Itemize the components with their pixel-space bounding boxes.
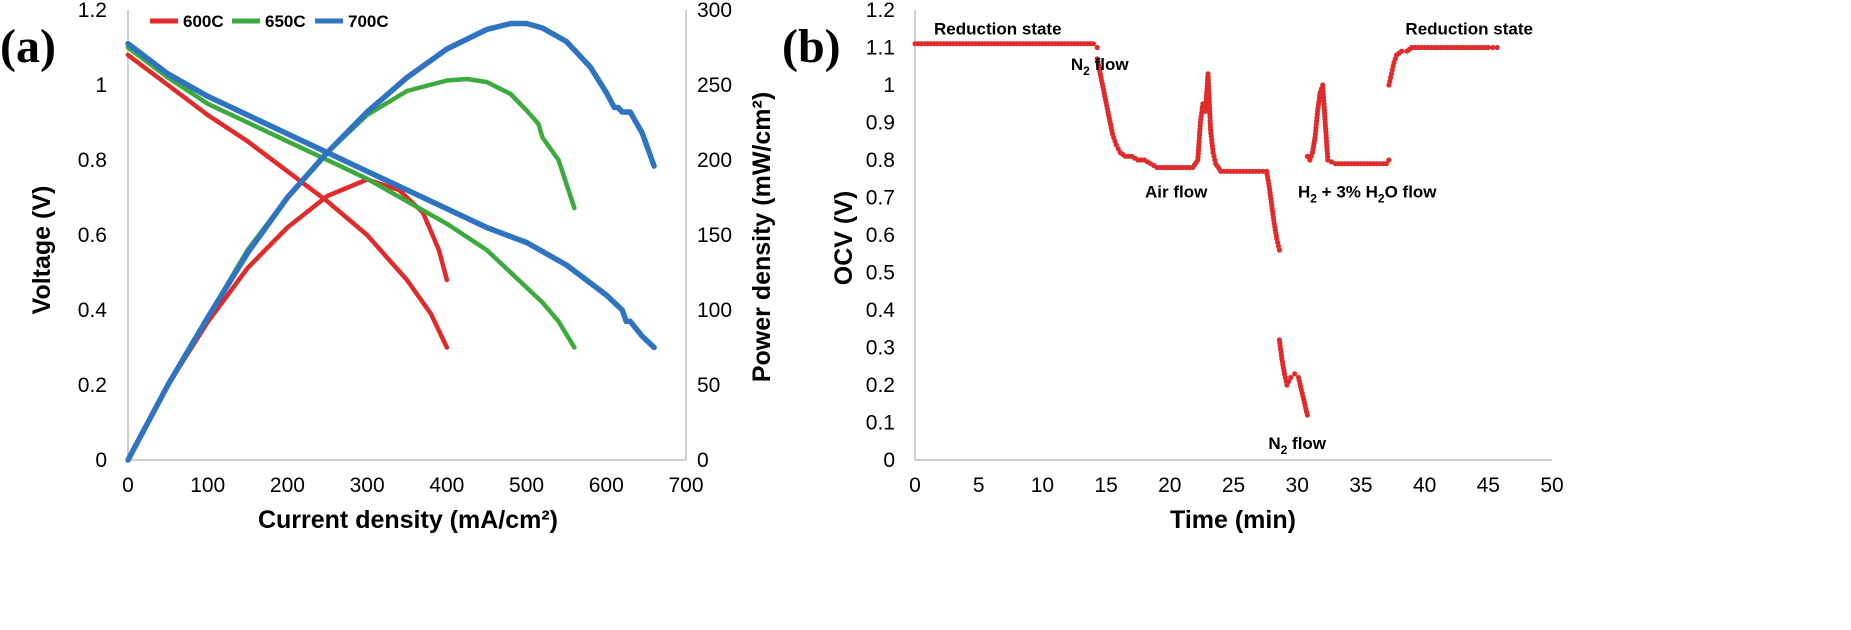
panel-b-x-tick: 20 [1158,474,1181,497]
panel-b-x-tick: 10 [1031,474,1054,497]
panel-b-y-tick: 0.9 [866,112,895,135]
panel-a-y-label: Voltage (V) [28,186,56,315]
panel-b-y-tick: 1.2 [866,0,895,22]
panel-b-y-label: OCV (V) [830,191,858,285]
panel-a-y2-tick: 100 [697,299,732,322]
panel-a-y-tick: 0 [95,449,107,472]
series-600C-voltage-line [125,52,450,350]
panel-a-y-tick: 1 [95,74,107,97]
panel-b-x-tick: 35 [1349,474,1372,497]
legend-label-650C: 650C [265,12,306,31]
ocv-point [1256,168,1262,174]
ocv-point [1276,247,1282,253]
panel-a-x-tick: 100 [190,474,225,497]
panel-a-y2-label: Power density (mW/cm²) [748,92,776,382]
annotation-label: Reduction state [934,19,1062,38]
panel-b-series [912,41,1500,418]
ocv-point [1383,161,1389,167]
panel-a-x-tick: 400 [429,474,464,497]
panel-b-x-tick: 25 [1222,474,1245,497]
ocv-point [1304,153,1310,159]
panel-b-y-tick: 0.5 [866,262,895,285]
series-650C-voltage-line [125,45,577,350]
panel-a-y-tick: 0.6 [78,224,107,247]
panel-a-x-ticks: 0 100 200 300 400 500 600 700 [122,474,703,497]
panel-a-y2-ticks: 0 50 100 150 200 250 300 [697,0,732,472]
ocv-point [1292,371,1298,377]
panel-b-y-tick: 1.1 [866,37,895,60]
panel-a-y2-tick: 50 [697,374,720,397]
panel-a-y2-tick: 200 [697,149,732,172]
panel-b-x-tick: 15 [1094,474,1117,497]
panel-a-y-tick: 0.2 [78,374,107,397]
panel-a-chart: (a) 0 100 200 300 400 500 600 700 00.20.40.60.8… [0,0,776,534]
panel-b-y-ticks: 0 0.1 0.2 0.3 0.4 0.5 0.6 0.7 0.8 0.9 1 1.1 1.2 [866,0,896,472]
panel-b-x-tick: 30 [1286,474,1309,497]
panel-b-y-tick: 0.3 [866,337,895,360]
panel-a-y2-tick: 300 [697,0,732,22]
panel-a-label: (a) [0,20,56,73]
ocv-point [1094,44,1100,51]
ocv-point [1090,41,1096,47]
annotation-label: H2 + 3% H2O flow [1298,183,1437,206]
panel-a-legend: 600C 650C 700C [150,12,389,31]
panel-a-x-tick: 300 [350,474,385,497]
legend-label-700C: 700C [348,12,389,31]
ocv-point [1494,44,1500,51]
panel-b-y-tick: 0.7 [866,187,895,210]
panel-a-y2-tick: 250 [697,74,732,97]
panel-a-x-tick: 200 [270,474,305,497]
panel-b-y-tick: 0 [883,449,895,472]
ocv-point [1490,44,1496,51]
panel-a-y2-tick: 0 [697,449,709,472]
panel-a-y-tick: 1.2 [78,0,107,22]
panel-a-x-tick: 500 [509,474,544,497]
ocv-point [1399,48,1405,54]
panel-b-annotations: Reduction state N2 flow Air flow H2 + 3% H2… [934,19,1533,456]
panel-b-y-tick: 0.4 [866,299,896,322]
panel-a-x-tick: 600 [589,474,624,497]
panel-a-y-ticks: 0 0.2 0.4 0.6 0.8 1 1.2 [78,0,108,472]
panel-a-y-tick: 0.4 [78,299,108,322]
panel-b-x-tick: 0 [909,474,921,497]
panel-b-x-tick: 50 [1540,474,1563,497]
ocv-point [1288,374,1294,381]
panel-b-x-ticks: 0 5 10 15 20 25 30 35 40 45 50 [909,474,1564,497]
panel-a-series [125,20,657,463]
ocv-point [1304,412,1310,418]
series-600C-power-line [125,177,450,463]
panel-b-y-tick: 0.1 [866,412,895,435]
panel-a-x-label: Current density (mA/cm²) [258,506,558,534]
panel-b-x-tick: 40 [1413,474,1436,497]
panel-a-y-tick: 0.8 [78,149,107,172]
series-700C-voltage-line [125,40,657,351]
panel-b-y-tick: 0.2 [866,374,895,397]
annotation-label: N2 flow [1268,434,1326,457]
series-700C-power-line [125,20,657,463]
annotation-label: Reduction state [1405,19,1533,38]
panel-b-x-label: Time (min) [1170,506,1296,534]
panel-b-y-tick: 0.6 [866,224,895,247]
panel-b-x-tick: 5 [973,474,985,497]
panel-b-chart: (b) 0 5 10 15 20 25 30 35 40 45 50 0 0.1 0.2 0.3 0.4 0.… [782,0,1564,534]
ocv-point [1485,44,1491,51]
panel-a-x-tick: 0 [122,474,134,497]
annotation-label: Air flow [1145,183,1208,202]
ocv-point [1260,168,1266,174]
panel-b-label: (b) [782,20,841,73]
ocv-point [1386,157,1392,163]
panel-b-y-tick: 0.8 [866,149,895,172]
panel-b-y-tick: 1 [883,74,895,97]
panel-a-y2-tick: 150 [697,224,732,247]
legend-label-600C: 600C [183,12,224,31]
annotation-label: N2 flow [1071,55,1129,78]
panel-b-x-tick: 45 [1477,474,1500,497]
panel-a-x-tick: 700 [668,474,703,497]
